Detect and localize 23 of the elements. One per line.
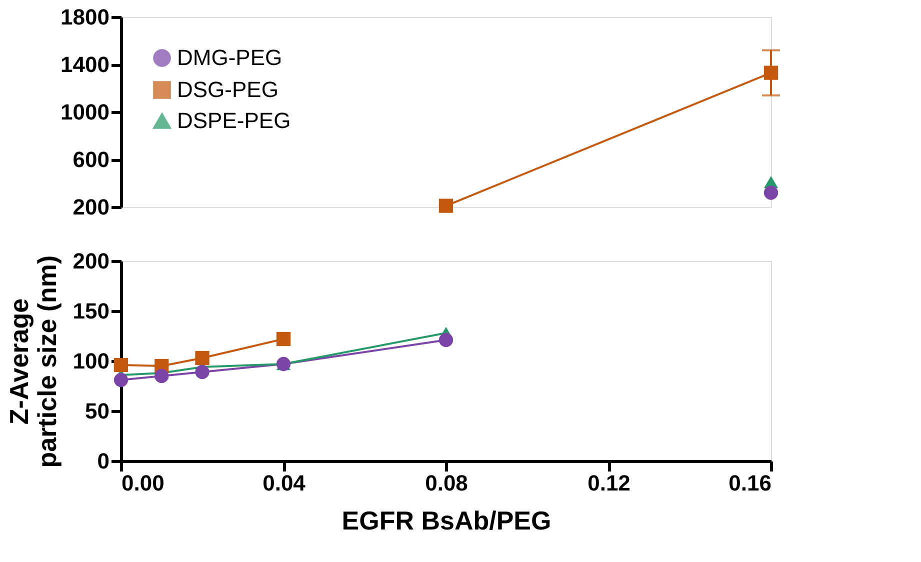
y-tick-label: 200 — [72, 194, 110, 220]
point — [764, 66, 778, 80]
x-tick-label: 0.16 — [728, 470, 772, 496]
point — [438, 198, 454, 213]
x-tick-label: 0.04 — [262, 470, 306, 496]
y-tick-label: 600 — [72, 147, 110, 172]
y-tick-label: 200 — [72, 248, 110, 274]
x-tick-label: 0.12 — [588, 470, 630, 496]
y-axis-title: Z-Average particle size (nm) — [4, 255, 62, 468]
legend-label: DMG-PEG — [177, 45, 282, 70]
y-tick-label: 1000 — [60, 100, 110, 124]
y-tick-label: 1800 — [60, 4, 110, 30]
legend-label: DSPE-PEG — [177, 108, 291, 133]
x-tick-label: 0.00 — [122, 470, 164, 496]
point — [764, 186, 778, 200]
y-tick-label: 100 — [72, 348, 110, 374]
y-tick-label: 0 — [97, 448, 110, 474]
x-tick-label: 0.08 — [425, 470, 468, 496]
y-tick-label: 1400 — [60, 52, 110, 77]
y-tick-label: 50 — [85, 398, 110, 424]
x-axis-title: EGFR BsAb/PEG — [342, 506, 552, 536]
y-tick-label: 150 — [72, 298, 110, 324]
legend-label: DSG-PEG — [177, 77, 278, 102]
